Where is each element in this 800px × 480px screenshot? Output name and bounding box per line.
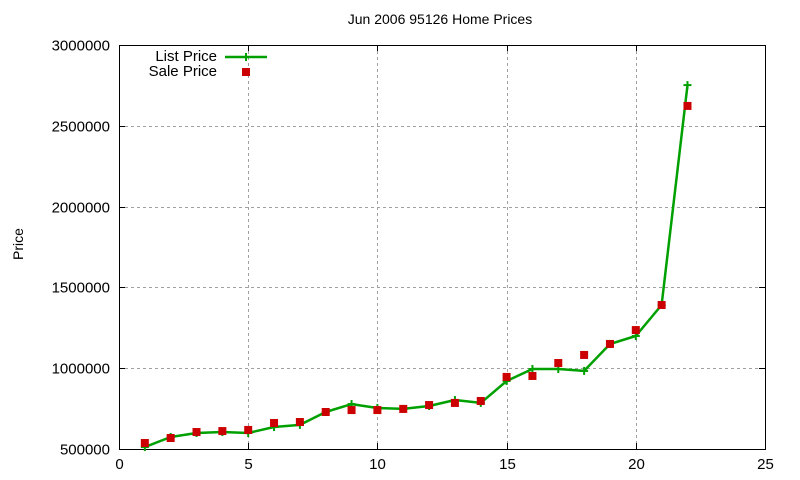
chart-title: Jun 2006 95126 Home Prices [347,11,533,27]
sale-price-marker [554,359,563,368]
y-tick-label: 2000000 [52,200,110,217]
legend-swatch-sale-price [242,68,250,76]
y-axis-label: Price [10,228,26,260]
plot-border [119,45,766,450]
sale-price-marker [295,418,304,427]
list-price-line [144,84,689,449]
y-tick-label: 1500000 [52,280,110,297]
x-tick-label: 5 [244,456,252,473]
x-tick-label: 10 [369,456,386,473]
sale-price-marker [631,326,640,335]
sale-price-marker [373,406,382,415]
sale-price-marker [140,439,149,448]
sale-price-marker [605,339,614,348]
sale-price-marker [476,397,485,406]
x-tick-label: 0 [115,456,123,473]
sale-price-marker [270,418,279,427]
sale-price-marker [218,427,227,436]
legend-label-sale-price: Sale Price [149,63,217,80]
y-tick-label: 500000 [60,442,110,459]
axes: 0 5 10 15 20 25 500000 1000000 1500000 2000000 250… [52,38,774,474]
x-tick-label: 25 [757,456,774,473]
sale-price-marker [399,404,408,413]
legend-label-list-price: List Price [155,48,217,65]
x-tick-label: 15 [499,456,516,473]
sale-price-marker [192,428,201,437]
sale-price-marker [244,425,253,434]
sale-price-marker [683,101,692,110]
sale-price-marker [657,301,666,310]
sale-price-marker [580,350,589,359]
sale-price-marker [321,407,330,416]
sale-price-marker [450,398,459,407]
y-tick-label: 1000000 [52,361,110,378]
sale-price-marker [502,372,511,381]
y-tick-label: 2500000 [52,119,110,136]
sale-price-marker [166,434,175,443]
sale-price-marker [528,371,537,380]
sale-price-marker [425,401,434,410]
x-tick-label: 20 [628,456,645,473]
y-tick-label: 3000000 [52,38,110,55]
sale-price-marker [347,406,356,415]
data-series [140,81,692,452]
